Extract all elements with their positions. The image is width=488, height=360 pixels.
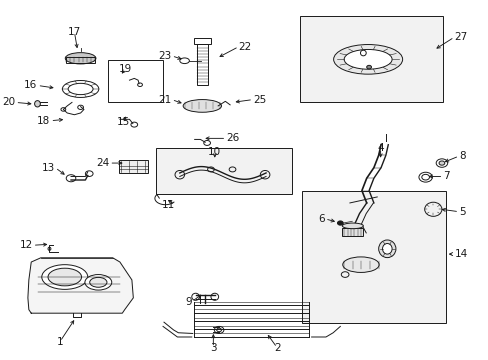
Ellipse shape: [438, 161, 444, 165]
Ellipse shape: [344, 49, 391, 69]
Ellipse shape: [337, 221, 343, 225]
Text: 17: 17: [68, 27, 81, 37]
Ellipse shape: [85, 275, 112, 290]
Text: 25: 25: [253, 95, 266, 104]
Polygon shape: [28, 258, 133, 313]
Text: 7: 7: [443, 171, 449, 181]
Bar: [341, 228, 363, 237]
Text: 6: 6: [318, 214, 325, 224]
Text: 1: 1: [57, 337, 63, 347]
Ellipse shape: [65, 53, 96, 64]
Text: 16: 16: [24, 80, 38, 90]
Ellipse shape: [183, 100, 221, 112]
Bar: [119, 159, 147, 173]
Text: 15: 15: [117, 117, 130, 127]
Ellipse shape: [342, 223, 363, 229]
Bar: [66, 57, 95, 63]
Bar: [302, 190, 445, 323]
Text: 24: 24: [96, 158, 109, 168]
Text: 8: 8: [458, 151, 465, 161]
Bar: [156, 148, 292, 194]
Text: 4: 4: [377, 143, 383, 153]
Text: 18: 18: [37, 116, 50, 126]
Bar: [196, 44, 208, 85]
Ellipse shape: [333, 45, 402, 74]
Ellipse shape: [41, 265, 88, 289]
Text: 2: 2: [273, 343, 280, 352]
Ellipse shape: [48, 268, 81, 286]
Text: 23: 23: [158, 51, 171, 61]
Text: 21: 21: [158, 95, 171, 104]
Ellipse shape: [35, 100, 41, 107]
Text: 26: 26: [226, 133, 239, 143]
Text: 22: 22: [238, 42, 251, 51]
Text: 13: 13: [42, 163, 55, 173]
Text: 5: 5: [458, 207, 465, 217]
Ellipse shape: [382, 243, 391, 254]
Text: 11: 11: [162, 200, 175, 210]
Bar: [108, 60, 163, 102]
Ellipse shape: [366, 66, 371, 69]
Bar: [193, 38, 210, 44]
Text: 10: 10: [208, 147, 221, 157]
Text: 12: 12: [20, 240, 33, 250]
Text: 3: 3: [210, 343, 216, 352]
Text: 20: 20: [2, 98, 16, 107]
Ellipse shape: [378, 240, 395, 258]
Text: 19: 19: [119, 64, 132, 74]
Text: 14: 14: [453, 249, 467, 259]
Ellipse shape: [89, 277, 107, 287]
Text: 9: 9: [185, 297, 191, 307]
Ellipse shape: [342, 257, 378, 273]
Text: 27: 27: [453, 32, 467, 42]
Bar: [299, 16, 443, 102]
